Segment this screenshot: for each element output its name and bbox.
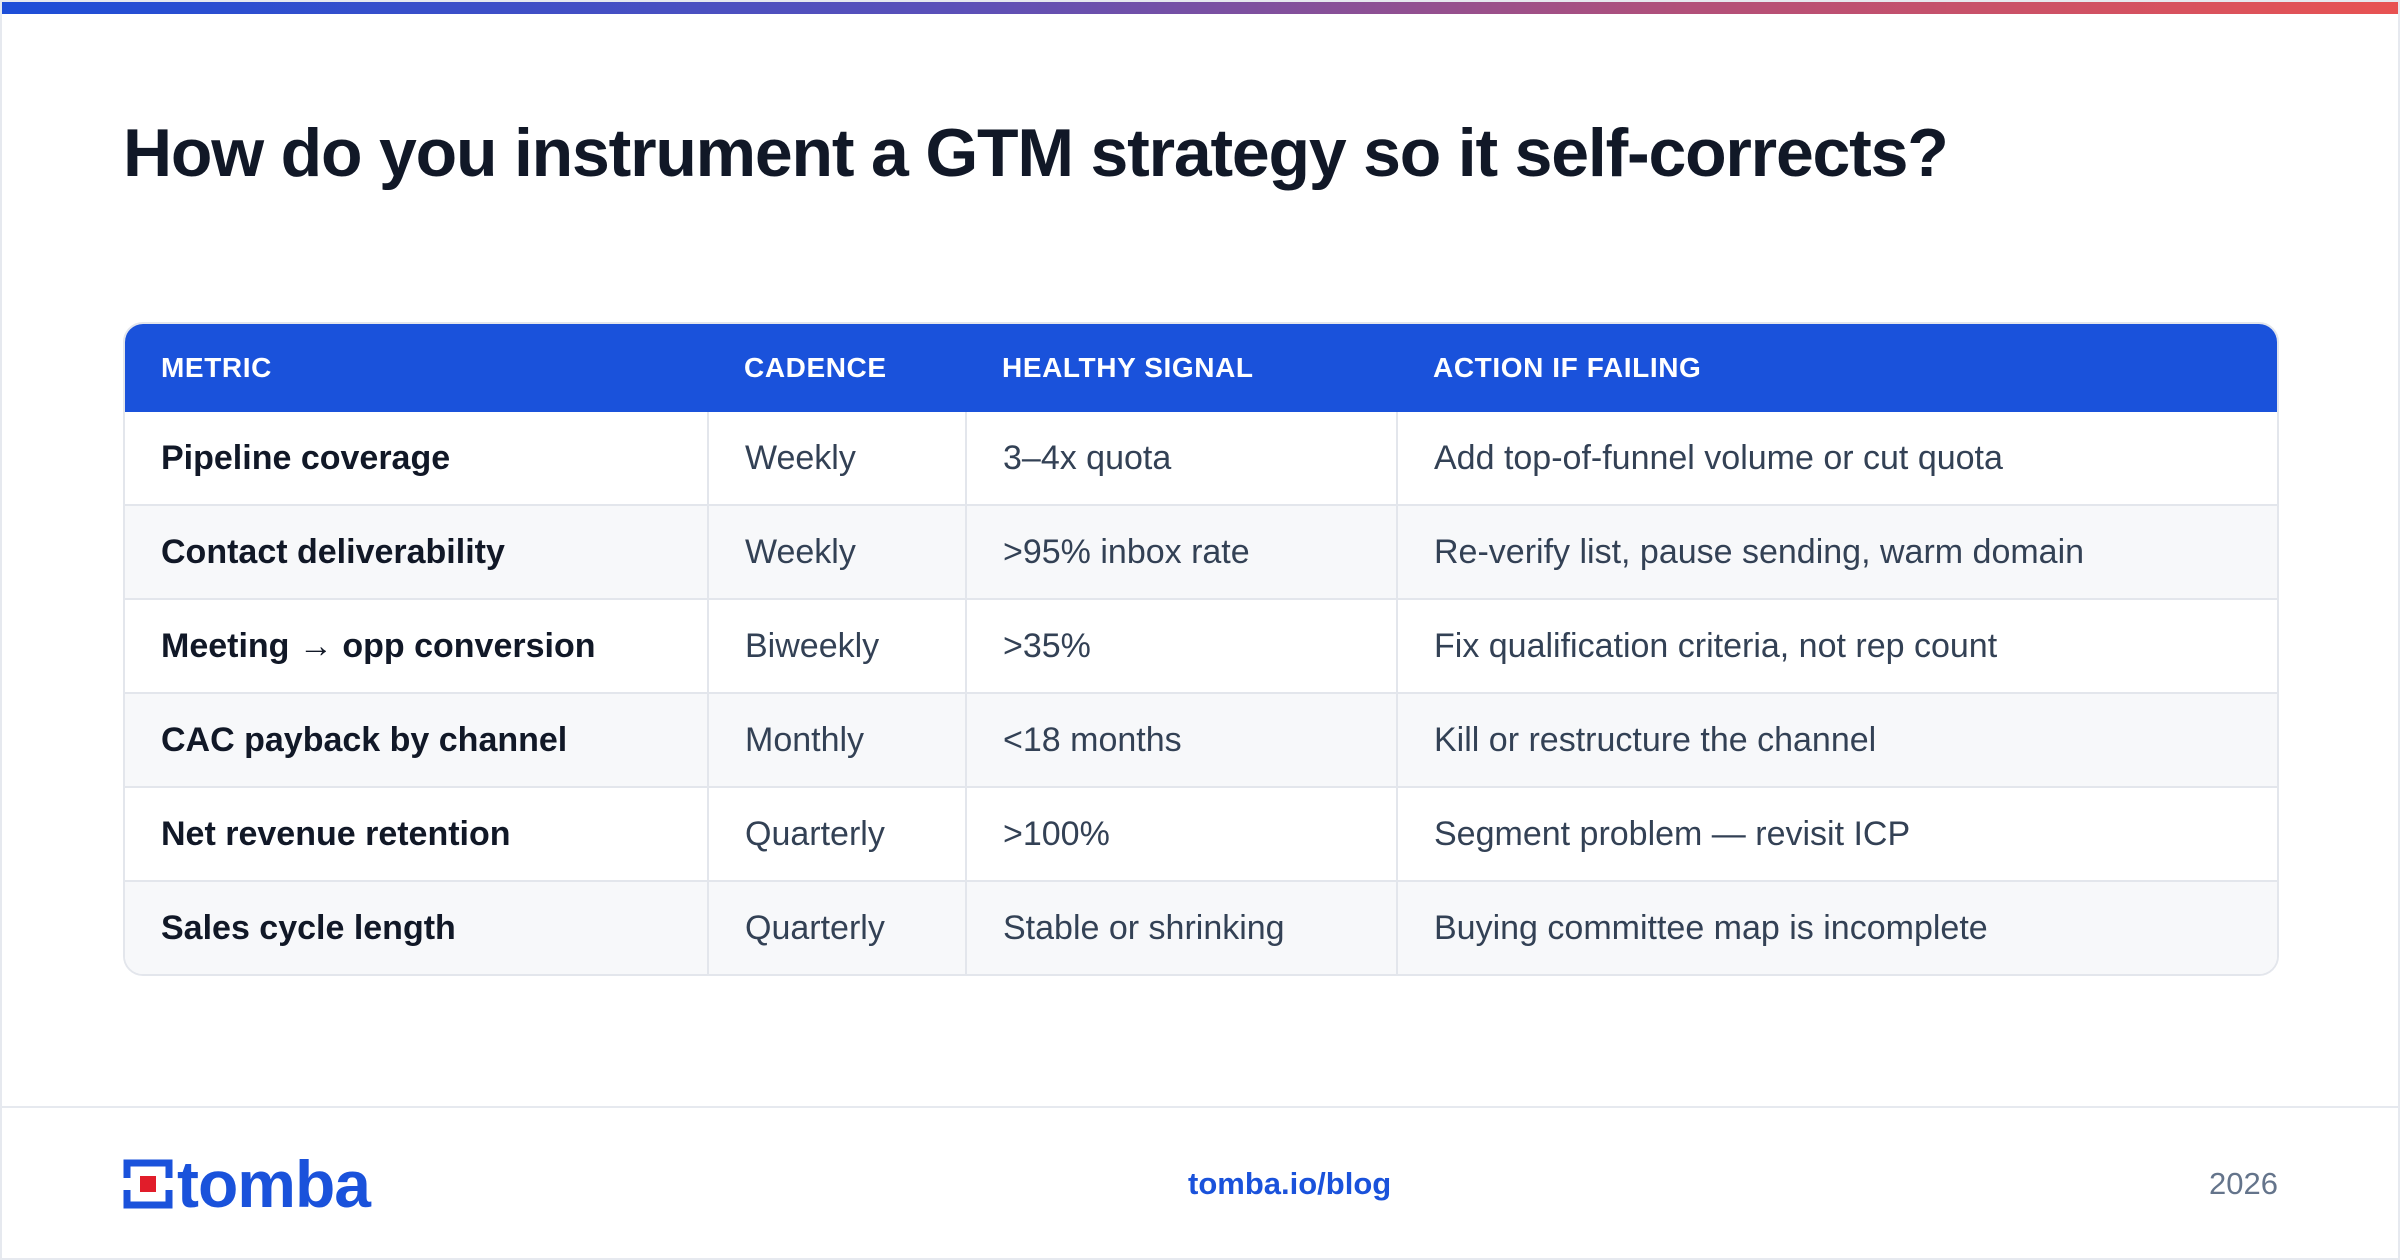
cadence-cell: Quarterly bbox=[707, 786, 966, 881]
blog-link[interactable]: tomba.io/blog bbox=[1188, 1166, 1392, 1201]
metrics-table: METRIC CADENCE HEALTHY SIGNAL ACTION IF … bbox=[123, 322, 2279, 976]
tomba-logo: tomba bbox=[123, 1147, 371, 1221]
footer-divider bbox=[2, 1106, 2398, 1108]
healthy-signal-cell: Stable or shrinking bbox=[965, 880, 1397, 974]
metric-cell: Pipeline coverage bbox=[161, 438, 451, 477]
column-header-metric: METRIC bbox=[125, 324, 708, 412]
table-row: Meeting → opp conversion Biweekly >35% F… bbox=[125, 598, 2277, 693]
metric-cell: CAC payback by channel bbox=[125, 692, 708, 787]
table-row: Sales cycle length Quarterly Stable or s… bbox=[125, 880, 2277, 974]
action-cell: Kill or restructure the channel bbox=[1396, 692, 2277, 787]
cadence-cell: Weekly bbox=[707, 504, 966, 599]
metric-cell: Sales cycle length bbox=[125, 880, 708, 974]
healthy-signal-cell: >100% bbox=[965, 786, 1397, 881]
action-cell: Segment problem — revisit ICP bbox=[1396, 786, 2277, 881]
metric-cell: Contact deliverability bbox=[125, 504, 708, 599]
action-cell: Re-verify list, pause sending, warm doma… bbox=[1396, 504, 2277, 599]
page-title: How do you instrument a GTM strategy so … bbox=[123, 115, 1949, 191]
action-cell: Buying committee map is incomplete bbox=[1396, 880, 2277, 974]
healthy-signal-cell: >95% inbox rate bbox=[965, 504, 1397, 599]
table-row: Pipeline coverage Weekly 3–4x quota Add … bbox=[125, 412, 2277, 505]
column-header-cadence: CADENCE bbox=[708, 324, 966, 412]
cadence-cell: Quarterly bbox=[707, 880, 966, 974]
action-cell: Fix qualification criteria, not rep coun… bbox=[1396, 598, 2277, 693]
cadence-cell: Biweekly bbox=[707, 598, 966, 693]
cadence-cell: Monthly bbox=[707, 692, 966, 787]
table-row: CAC payback by channel Monthly <18 month… bbox=[125, 692, 2277, 787]
table-header-row: METRIC CADENCE HEALTHY SIGNAL ACTION IF … bbox=[125, 324, 2277, 412]
logo-wordmark: tomba bbox=[177, 1147, 371, 1221]
healthy-signal-cell: <18 months bbox=[965, 692, 1397, 787]
table-row: Net revenue retention Quarterly >100% Se… bbox=[125, 786, 2277, 881]
healthy-signal-cell: 3–4x quota bbox=[965, 412, 1397, 505]
column-header-action-if-failing: ACTION IF FAILING bbox=[1397, 324, 2277, 412]
footer-year: 2026 bbox=[2209, 1166, 2278, 1201]
metric-cell: Net revenue retention bbox=[125, 786, 708, 881]
column-header-healthy-signal: HEALTHY SIGNAL bbox=[966, 324, 1397, 412]
cadence-cell: Weekly bbox=[707, 412, 966, 505]
metric-cell: Meeting → opp conversion bbox=[125, 598, 708, 693]
action-cell: Add top-of-funnel volume or cut quota bbox=[1396, 412, 2277, 505]
top-gradient-bar bbox=[2, 2, 2398, 14]
table-row: Contact deliverability Weekly >95% inbox… bbox=[125, 504, 2277, 599]
healthy-signal-cell: >35% bbox=[965, 598, 1397, 693]
tomba-logo-mark-icon bbox=[123, 1159, 173, 1209]
